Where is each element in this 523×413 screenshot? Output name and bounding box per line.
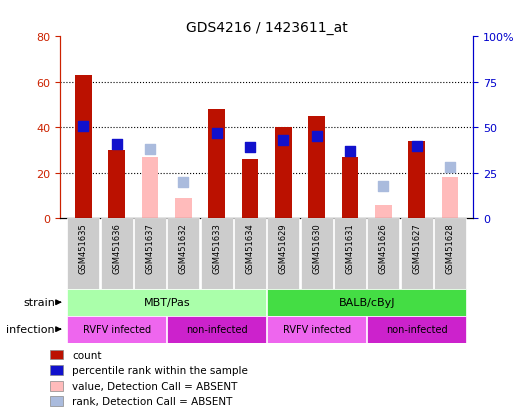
- Bar: [167, 316, 266, 343]
- Bar: [401, 219, 433, 289]
- Bar: [50, 396, 63, 406]
- Point: [279, 138, 288, 144]
- Text: strain: strain: [23, 297, 55, 308]
- Text: non-infected: non-infected: [386, 324, 448, 335]
- Point: [346, 148, 354, 155]
- Text: non-infected: non-infected: [186, 324, 247, 335]
- Bar: [342, 157, 358, 219]
- Text: infection: infection: [6, 324, 55, 335]
- Bar: [267, 316, 366, 343]
- Bar: [101, 219, 133, 289]
- Point: [212, 130, 221, 137]
- Text: BALB/cByJ: BALB/cByJ: [338, 297, 395, 308]
- Bar: [50, 381, 63, 391]
- Text: GSM451626: GSM451626: [379, 222, 388, 273]
- Bar: [242, 160, 258, 219]
- Bar: [309, 116, 325, 219]
- Text: RVFV infected: RVFV infected: [282, 324, 351, 335]
- Point: [413, 143, 421, 150]
- Point: [246, 145, 254, 151]
- Bar: [67, 219, 99, 289]
- Bar: [67, 289, 266, 316]
- Bar: [209, 110, 225, 219]
- Text: GSM451629: GSM451629: [279, 222, 288, 273]
- Bar: [334, 219, 366, 289]
- Point: [146, 147, 154, 153]
- Text: GSM451631: GSM451631: [346, 222, 355, 273]
- Title: GDS4216 / 1423611_at: GDS4216 / 1423611_at: [186, 21, 348, 35]
- Point: [179, 179, 188, 186]
- Text: percentile rank within the sample: percentile rank within the sample: [72, 365, 248, 375]
- Bar: [234, 219, 266, 289]
- Bar: [267, 219, 299, 289]
- Bar: [67, 316, 166, 343]
- Text: RVFV infected: RVFV infected: [83, 324, 151, 335]
- Bar: [375, 205, 392, 219]
- Text: MBT/Pas: MBT/Pas: [143, 297, 190, 308]
- Bar: [142, 157, 158, 219]
- Text: count: count: [72, 350, 101, 360]
- Bar: [275, 128, 292, 219]
- Bar: [408, 142, 425, 219]
- Text: value, Detection Call = ABSENT: value, Detection Call = ABSENT: [72, 381, 237, 391]
- Text: GSM451635: GSM451635: [79, 222, 88, 273]
- Bar: [50, 350, 63, 360]
- Text: GSM451636: GSM451636: [112, 222, 121, 273]
- Bar: [108, 151, 125, 219]
- Bar: [367, 316, 466, 343]
- Bar: [50, 365, 63, 375]
- Bar: [175, 199, 192, 219]
- Text: GSM451632: GSM451632: [179, 222, 188, 273]
- Text: GSM451637: GSM451637: [145, 222, 155, 273]
- Text: rank, Detection Call = ABSENT: rank, Detection Call = ABSENT: [72, 396, 232, 406]
- Text: GSM451627: GSM451627: [412, 222, 421, 273]
- Bar: [134, 219, 166, 289]
- Bar: [267, 289, 466, 316]
- Bar: [441, 178, 458, 219]
- Bar: [301, 219, 333, 289]
- Point: [379, 183, 388, 190]
- Point: [313, 134, 321, 140]
- Point: [79, 123, 88, 130]
- Text: GSM451634: GSM451634: [246, 222, 255, 273]
- Bar: [434, 219, 466, 289]
- Bar: [367, 219, 400, 289]
- Point: [446, 165, 454, 171]
- Text: GSM451633: GSM451633: [212, 222, 221, 273]
- Text: GSM451630: GSM451630: [312, 222, 321, 273]
- Bar: [167, 219, 199, 289]
- Bar: [75, 76, 92, 219]
- Point: [112, 141, 121, 148]
- Bar: [201, 219, 233, 289]
- Text: GSM451628: GSM451628: [446, 222, 454, 273]
